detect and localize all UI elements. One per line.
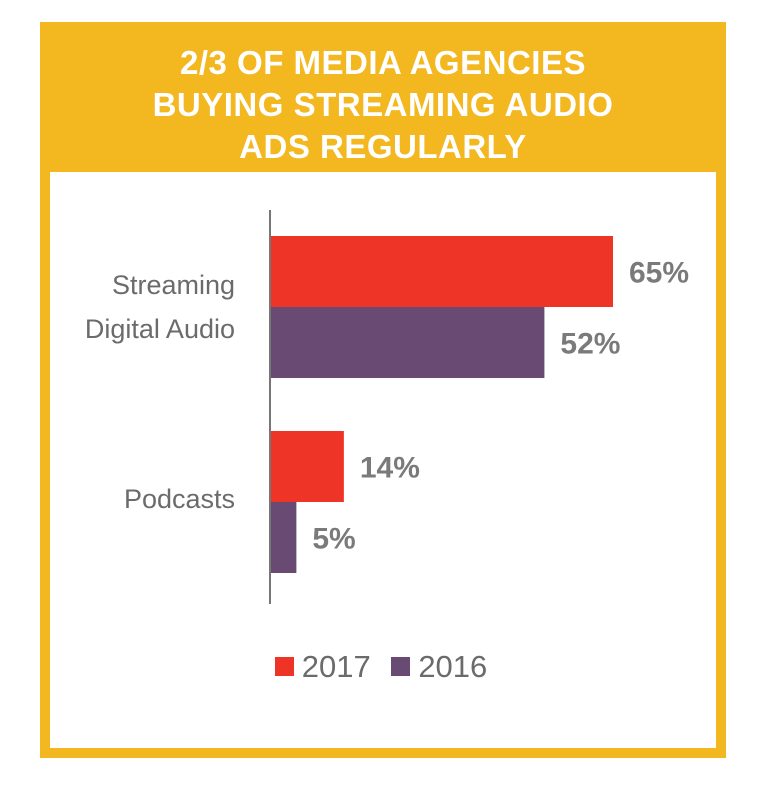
chart-title-line-1: 2/3 OF MEDIA AGENCIES [180,44,586,81]
legend-label-2016: 2016 [418,648,488,684]
legend-swatch-2016 [391,657,411,676]
category-label-streaming-digital-audio: Streaming Digital Audio [85,270,235,344]
legend-label-2017: 2017 [301,648,371,684]
value-label-podcasts-2016: 5% [312,523,355,556]
category-label-podcasts: Podcasts [124,484,235,514]
chart-title-line-2: BUYING STREAMING AUDIO [152,86,614,123]
bar-podcasts-2016 [270,502,297,573]
legend-swatch-2017 [274,657,294,676]
title-banner [40,22,726,172]
chart-title: 2/3 OF MEDIA AGENCIES BUYING STREAMING A… [40,42,726,168]
value-label-podcasts-2017: 14% [360,452,420,485]
bar-podcasts-2017 [270,431,344,502]
legend-item-2017: 2017 [274,648,371,685]
legend-item-2016: 2016 [391,649,487,685]
bar-streaming-digital-audio-2017 [270,236,613,307]
category-label-line: Digital Audio [85,314,235,344]
category-label-line: Streaming [112,270,235,300]
value-label-streaming-digital-audio-2016: 52% [560,328,620,361]
bar-streaming-digital-audio-2016 [270,307,545,378]
category-label-line: Podcasts [124,484,235,514]
value-label-streaming-digital-audio-2017: 65% [629,257,689,290]
legend: 2017 2016 [0,648,762,685]
chart-title-line-3: ADS REGULARLY [239,128,527,165]
